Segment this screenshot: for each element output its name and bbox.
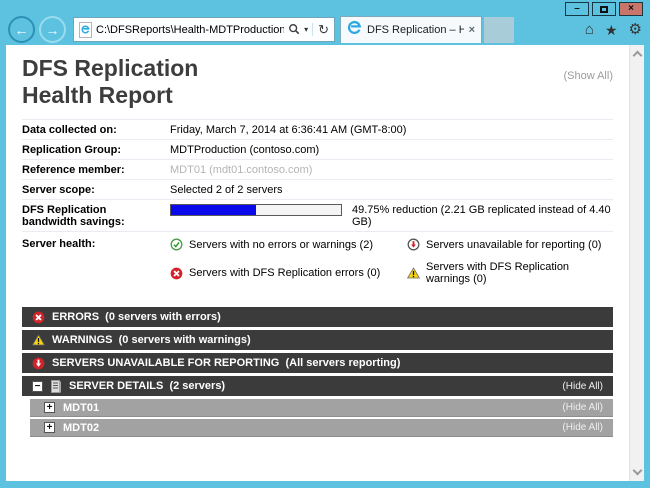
section-label: SERVER DETAILS (2 servers) [69,380,226,392]
info-row-replication-group: Replication Group: MDTProduction (contos… [22,139,613,159]
health-item-ok: Servers with no errors or warnings (2) [170,238,407,251]
page-content: DFS Replication Health Report (Show All)… [6,45,644,481]
scroll-up-icon[interactable] [632,50,643,61]
refresh-icon[interactable]: ↻ [312,23,329,36]
tab-title: DFS Replication – Health Re... [367,24,464,36]
address-bar[interactable]: ▾ ↻ [73,17,335,42]
forward-icon: → [45,21,60,38]
page-favicon-icon [79,21,92,38]
maximize-icon [600,5,608,13]
forward-button[interactable]: → [39,16,66,43]
minimize-icon: – [574,3,580,14]
section-label: WARNINGS (0 servers with warnings) [52,334,251,346]
vertical-scrollbar[interactable] [629,45,644,481]
bandwidth-value: 49.75% reduction (2.21 GB replicated ins… [170,204,613,228]
tools-gear-icon[interactable]: ⚙ [628,21,642,38]
ok-check-icon [170,238,183,251]
section-errors[interactable]: ERRORS (0 servers with errors) [22,307,613,327]
section-label: SERVERS UNAVAILABLE FOR REPORTING (All s… [52,357,401,369]
server-row-mdt02[interactable]: + MDT02 (Hide All) [30,419,613,437]
page-title: DFS Replication Health Report [22,55,199,108]
info-label: DFS Replication bandwidth savings: [22,204,125,228]
close-button[interactable]: × [619,2,643,16]
expand-icon[interactable]: + [44,402,55,413]
info-label: Reference member: [22,164,125,176]
section-unavailable[interactable]: SERVERS UNAVAILABLE FOR REPORTING (All s… [22,353,613,373]
section-label: ERRORS (0 servers with errors) [52,311,221,323]
warning-triangle-icon [407,267,420,279]
health-item-text: Servers with DFS Replication errors (0) [189,267,381,279]
hide-all-link[interactable]: (Hide All) [562,422,603,433]
health-item-unavailable: Servers unavailable for reporting (0) [407,238,613,251]
navigation-bar: ← → ▾ ↻ DFS Replication – Health Re... × [0,14,650,45]
bandwidth-progress-fill [171,205,256,215]
tab-dfs-replication-health-report[interactable]: DFS Replication – Health Re... × [340,16,482,43]
bandwidth-text: 49.75% reduction (2.21 GB replicated ins… [352,204,611,228]
info-value: MDTProduction (contoso.com) [170,144,320,156]
info-value: Friday, March 7, 2014 at 6:36:41 AM (GMT… [170,124,407,136]
close-icon: × [628,3,634,14]
ie-logo-icon [347,20,362,40]
info-row-reference-member: Reference member: MDT01 (mdt01.contoso.c… [22,159,613,179]
section-warnings[interactable]: WARNINGS (0 servers with warnings) [22,330,613,350]
server-row-mdt01[interactable]: + MDT01 (Hide All) [30,399,613,417]
info-row-server-scope: Server scope: Selected 2 of 2 servers [22,179,613,199]
info-label: Data collected on: [22,124,117,136]
section-server-details[interactable]: − SERVER DETAILS (2 servers) (Hide All) [22,376,613,396]
favorites-icon[interactable]: ★ [604,21,618,38]
info-value: Selected 2 of 2 servers [170,184,283,196]
back-icon: ← [14,21,29,38]
health-item-warnings: Servers with DFS Replication warnings (0… [407,261,613,285]
info-label: Server health: [22,238,96,250]
health-item-text: Servers with no errors or warnings (2) [189,238,374,251]
server-name: MDT01 [63,401,100,414]
warning-triangle-icon [32,334,45,346]
collapse-icon[interactable]: − [32,380,43,392]
server-icon [50,379,62,393]
server-name: MDT02 [63,421,100,434]
server-health-grid: Servers with no errors or warnings (2) S… [170,238,613,285]
info-row-data-collected: Data collected on: Friday, March 7, 2014… [22,119,613,139]
health-item-text: Servers with DFS Replication warnings (0… [426,261,570,285]
info-value: MDT01 (mdt01.contoso.com) [170,164,313,176]
report-info-table: Data collected on: Friday, March 7, 2014… [22,119,613,295]
info-label: Replication Group: [22,144,121,156]
error-x-icon [170,267,183,280]
expand-icon[interactable]: + [44,422,55,433]
minimize-button[interactable]: – [565,2,589,16]
info-row-bandwidth-savings: DFS Replication bandwidth savings: 49.75… [22,199,613,231]
bandwidth-progress-bar [170,204,342,216]
maximize-button[interactable] [592,2,616,16]
tab-close-icon[interactable]: × [468,24,475,36]
new-tab-button[interactable] [484,16,514,43]
unavailable-down-icon [32,357,45,370]
health-report-page: DFS Replication Health Report (Show All)… [6,45,629,481]
info-row-server-health: Server health: Servers with no errors or… [22,231,613,295]
home-icon[interactable]: ⌂ [584,21,594,38]
report-sections: ERRORS (0 servers with errors) WARNINGS … [22,307,613,437]
error-x-icon [32,311,45,324]
url-input[interactable] [96,23,285,36]
health-item-errors: Servers with DFS Replication errors (0) [170,261,407,285]
address-dropdown-icon[interactable]: ▾ [304,24,309,34]
unavailable-down-icon [407,238,420,251]
report-header: DFS Replication Health Report (Show All) [22,55,613,109]
back-button[interactable]: ← [8,16,35,43]
window-controls: – × [565,2,643,16]
browser-toolbar: ⌂ ★ ⚙ [585,22,642,37]
search-icon[interactable] [288,23,300,37]
show-all-link[interactable]: (Show All) [563,70,613,82]
hide-all-link[interactable]: (Hide All) [562,380,603,392]
info-label: Server scope: [22,184,95,196]
scroll-down-icon[interactable] [632,465,643,476]
hide-all-link[interactable]: (Hide All) [562,402,603,413]
health-item-text: Servers unavailable for reporting (0) [426,238,602,251]
